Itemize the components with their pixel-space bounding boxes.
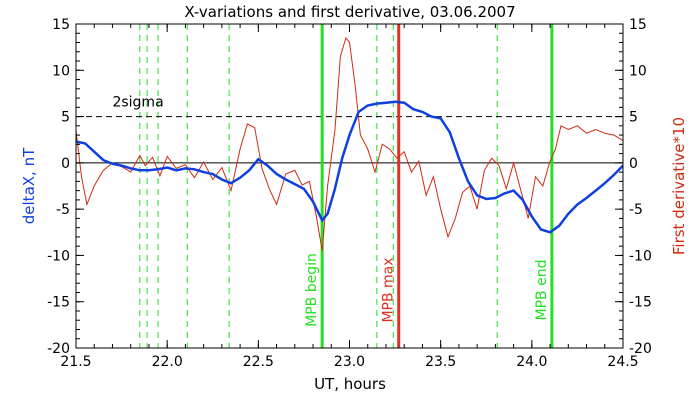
derivative-series-line	[76, 36, 623, 251]
left-tick-label: 5	[61, 110, 70, 126]
right-tick-label: -15	[629, 295, 652, 311]
dashed-marker-lines	[139, 24, 498, 348]
two-sigma-label: 2sigma	[112, 95, 163, 111]
x-tick-label: 22.0	[152, 354, 183, 370]
right-tick-label: 10	[629, 63, 647, 79]
right-tick-label: -20	[629, 341, 652, 357]
left-tick-label: 0	[61, 156, 70, 172]
right-tick-label: -10	[629, 248, 652, 264]
left-tick-label: -5	[56, 202, 70, 218]
mpb-marker-lines: MPB begin MPB max MPB end	[304, 24, 554, 348]
right-tick-label: 0	[629, 156, 638, 172]
x-tick-label: 23.5	[425, 354, 456, 370]
left-tick-label: 10	[52, 63, 70, 79]
left-tick-label: -20	[47, 341, 70, 357]
right-y-axis-label: First derivative*10	[670, 117, 688, 255]
x-axis-label: UT, hours	[314, 375, 386, 393]
mpb-max-label: MPB max	[381, 257, 397, 322]
mpb-end-label: MPB end	[534, 260, 550, 321]
left-tick-label: 15	[52, 17, 70, 33]
x-tick-label: 21.5	[60, 354, 91, 370]
x-tick-label: 24.0	[516, 354, 547, 370]
x-axis-ticks: 21.5 22.0 22.5 23.0 23.5 24.0 24.5	[60, 24, 639, 370]
x-tick-label: 24.5	[607, 354, 638, 370]
left-y-axis-ticks: -20 -15 -10 -5 0 5 10 15	[47, 17, 84, 357]
left-tick-label: -15	[47, 295, 70, 311]
x-tick-label: 22.5	[243, 354, 274, 370]
right-y-axis-ticks: -20 -15 -10 -5 0 5 10 15	[615, 17, 652, 357]
left-tick-label: -10	[47, 248, 70, 264]
x-tick-label: 23.0	[334, 354, 365, 370]
left-y-axis-label: deltaX, nT	[20, 147, 38, 224]
mpb-begin-label: MPB begin	[304, 253, 320, 327]
right-tick-label: -5	[629, 202, 643, 218]
chart-title: X-variations and first derivative, 03.06…	[184, 3, 515, 21]
deltax-series-line	[76, 100, 623, 234]
right-tick-label: 5	[629, 110, 638, 126]
right-tick-label: 15	[629, 17, 647, 33]
